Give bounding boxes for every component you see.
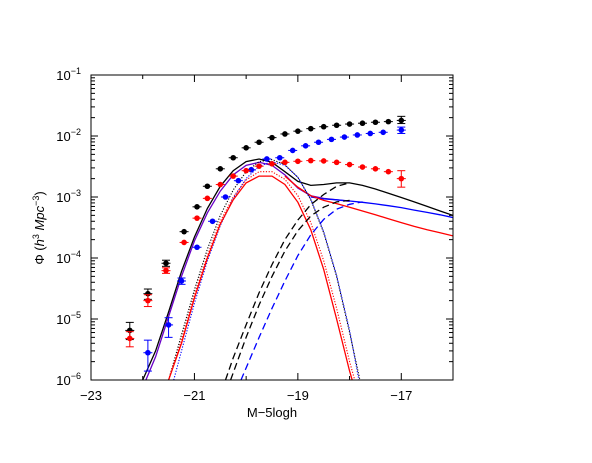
model-curve-1 (142, 158, 453, 380)
data-point (269, 161, 275, 167)
data-points (125, 115, 406, 372)
data-point (243, 145, 249, 151)
data-point (222, 194, 229, 200)
data-point (126, 335, 133, 342)
y-tick-label: 10−3 (56, 188, 81, 205)
model-curves (142, 158, 453, 380)
data-point (359, 164, 366, 170)
data-point (217, 181, 224, 188)
x-tick-label: −23 (80, 388, 102, 403)
data-point (307, 125, 314, 132)
model-curve-7 (168, 171, 356, 380)
data-point (333, 122, 340, 129)
data-point (346, 121, 353, 127)
data-point (165, 322, 172, 328)
model-curve-10 (229, 199, 350, 380)
model-curve-2 (145, 161, 350, 380)
data-point (380, 129, 386, 136)
data-point (328, 136, 335, 143)
data-point (398, 175, 405, 182)
data-point (359, 120, 366, 127)
data-point (248, 166, 255, 173)
data-point (372, 165, 379, 172)
y-tick-label: 10−1 (56, 66, 81, 83)
data-point (341, 134, 348, 140)
data-point (282, 131, 288, 137)
axis-tick-labels: −23 −21 −19 −17 10−6 10−5 10−4 10−3 10−2 10−1 (56, 66, 412, 403)
data-point (204, 195, 211, 202)
data-point (307, 157, 314, 164)
y-tick-label: 10−4 (56, 249, 81, 266)
data-point (398, 127, 405, 133)
data-point (256, 139, 262, 146)
data-point (295, 128, 301, 134)
data-point (194, 215, 200, 221)
y-tick-label: 10−2 (56, 127, 81, 144)
axis-ticks (90, 74, 453, 381)
data-point (230, 173, 237, 179)
data-point (315, 139, 322, 146)
data-point (354, 132, 361, 138)
data-point (385, 168, 392, 175)
x-axis-title: M−5logh (247, 405, 297, 420)
data-point (243, 167, 249, 174)
data-point (320, 158, 327, 164)
data-point (204, 183, 211, 190)
data-point (194, 204, 200, 210)
data-point (163, 260, 169, 267)
data-point (302, 143, 309, 149)
data-point (217, 165, 224, 172)
data-point (230, 154, 237, 161)
model-curve-5 (168, 159, 361, 380)
data-point (320, 123, 327, 130)
data-point (372, 119, 379, 126)
data-point (181, 228, 187, 235)
y-tick-label: 10−6 (56, 371, 81, 388)
data-point (385, 118, 392, 125)
model-curve-11 (240, 201, 363, 380)
model-curve-4 (284, 175, 453, 237)
data-point (163, 267, 169, 274)
data-point (295, 158, 301, 165)
data-point (194, 244, 200, 251)
y-axis-title: Φ (h3 Mpc−3) (31, 191, 47, 264)
data-point (209, 218, 216, 225)
model-curve-6 (173, 161, 360, 380)
y-tick-label: 10−5 (56, 310, 81, 327)
x-tick-label: −17 (390, 388, 412, 403)
data-point (346, 161, 353, 168)
data-point (398, 117, 405, 124)
model-curve-8 (167, 175, 353, 380)
data-point (178, 278, 185, 284)
x-tick-label: −21 (183, 388, 205, 403)
plot-frame (90, 74, 454, 381)
data-point (145, 349, 151, 356)
model-curve-3 (310, 196, 453, 219)
data-point (333, 159, 340, 166)
data-point (289, 147, 296, 154)
data-point (367, 130, 374, 137)
data-point (235, 177, 242, 184)
data-point (269, 134, 275, 141)
data-point (181, 239, 187, 246)
model-curve-9 (224, 182, 350, 380)
data-point (282, 159, 288, 166)
data-point (276, 154, 283, 161)
data-point (145, 297, 151, 304)
x-tick-label: −19 (287, 388, 309, 403)
data-point (256, 163, 262, 169)
data-point (264, 156, 270, 162)
